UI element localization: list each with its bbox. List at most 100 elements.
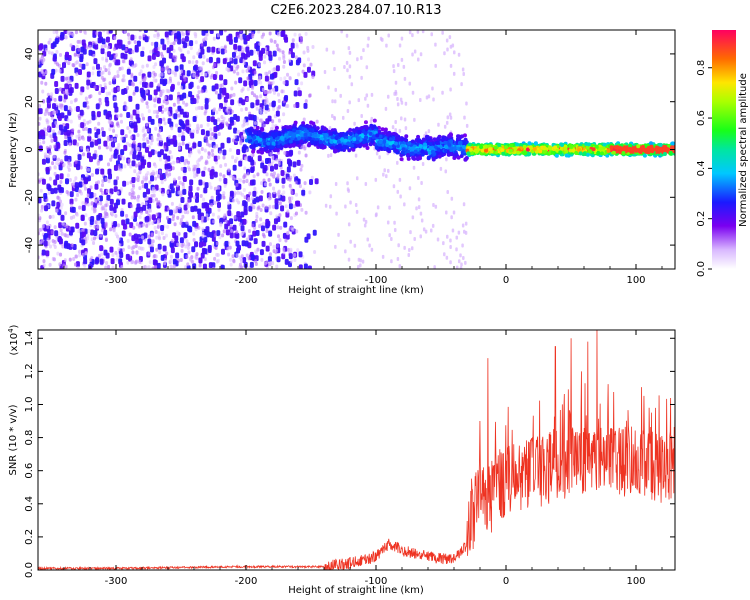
spectrogram-cell (189, 191, 194, 198)
spectrogram-cell (420, 149, 425, 154)
spectrogram-cell (220, 248, 225, 255)
spectrogram-cell (156, 35, 160, 40)
spectrogram-cell (74, 254, 78, 259)
spectrogram-cell (274, 198, 279, 205)
spectrogram-cell (158, 44, 162, 49)
spectrogram-cell (442, 241, 445, 246)
spectrogram-cell (68, 257, 72, 262)
spectrogram-cell (351, 128, 356, 133)
spectrogram-cell (251, 223, 255, 228)
spectrogram-cell (211, 266, 215, 269)
spectrogram-cell (136, 154, 141, 161)
spectrogram-cell (55, 208, 59, 213)
spectrogram-cell (160, 254, 165, 261)
spectrogram-cell (264, 75, 269, 82)
spectrogram-cell (220, 48, 225, 55)
spectrogram-cell (313, 133, 318, 138)
spectrogram-cell (84, 126, 88, 131)
spectrogram-cell (185, 143, 190, 150)
spectrogram-cell (449, 87, 452, 92)
spectrogram-cell (247, 66, 251, 71)
spectrogram-cell (205, 226, 210, 233)
spectrogram-cell (311, 75, 315, 80)
spectrogram-cell (84, 201, 88, 206)
spectrogram-cell (53, 179, 58, 186)
spectrogram-cell (297, 136, 302, 141)
spectrogram-cell (122, 78, 126, 83)
spectrogram-cell (165, 215, 169, 220)
spectrogram-cell (144, 146, 149, 153)
spectrogram-cell (140, 90, 145, 97)
spectrogram-cell (154, 150, 158, 155)
spectrogram-cell (360, 113, 363, 118)
spectrogram-cell (300, 132, 305, 137)
spectrogram-cell (318, 140, 323, 145)
spectrogram-cell (53, 97, 57, 102)
spectrogram-cell (397, 243, 400, 248)
spectrogram-cell (220, 142, 225, 149)
spectrogram-cell (297, 150, 301, 155)
spectrogram-cell (145, 101, 149, 106)
spectrogram-cell (338, 133, 343, 138)
spectrogram-cell (95, 63, 100, 70)
spectrogram-cell (162, 117, 166, 122)
spectrogram-cell (254, 140, 259, 145)
spectrogram-cell (177, 32, 182, 39)
spectrogram-cell (188, 153, 192, 158)
spectrogram-cell (272, 106, 276, 111)
spectrogram-cell (268, 193, 272, 198)
spectrogram-cell (308, 190, 312, 195)
spectrogram-cell (227, 167, 231, 172)
spectrogram-cell (276, 243, 280, 248)
spectrogram-cell (192, 129, 196, 134)
spectrogram-cell (219, 83, 223, 88)
spectrogram-cell (172, 177, 176, 182)
spectrogram-cell (86, 85, 90, 90)
spectrogram-cell (419, 52, 423, 57)
spectrogram-cell (185, 242, 189, 247)
spectrogram-cell (348, 74, 352, 79)
spectrogram-cell (347, 188, 350, 193)
spectrogram-cell (223, 183, 227, 188)
spectrogram-cell (434, 63, 437, 68)
spectrogram-cell (426, 136, 431, 141)
spectrogram-cell (160, 224, 165, 231)
spectrogram-cell (465, 123, 469, 128)
spectrogram-cell (43, 127, 47, 132)
spectrogram-cell (153, 89, 158, 96)
spectrogram-cell (166, 40, 170, 45)
spectrogram-cell (105, 91, 109, 96)
spectrogram-cell (364, 135, 369, 140)
spectrogram-cell (116, 176, 120, 181)
spectrogram-cell (252, 174, 256, 179)
spectrogram-cell (137, 245, 141, 250)
spectrogram-cell (181, 32, 185, 37)
spectrogram-cell (231, 175, 235, 180)
spectrogram-cell (121, 44, 126, 51)
spectrogram-cell (277, 234, 281, 239)
spectrogram-cell (203, 148, 207, 153)
spectrogram-cell (394, 80, 398, 85)
spectrogram-cell (235, 115, 240, 122)
spectrogram-cell (349, 200, 352, 205)
spectrogram-cell (81, 230, 86, 237)
spectrogram-cell (413, 149, 418, 154)
spectrogram-cell (231, 51, 236, 58)
spectrogram-cell (50, 230, 54, 235)
spectrogram-cell (63, 233, 67, 238)
spectrogram-cell (303, 132, 308, 137)
spectrogram-cell (222, 229, 226, 234)
spectrogram-cell (310, 139, 315, 144)
spectrogram-cell (108, 127, 112, 132)
spectrogram-cell (96, 70, 101, 77)
spectrogram-cell (365, 145, 370, 150)
spectrogram-cell (399, 194, 402, 199)
spectrogram-cell (271, 204, 275, 209)
spectrogram-cell (77, 229, 81, 234)
spectrogram-cell (332, 50, 335, 55)
spectrogram-cell (267, 80, 271, 85)
spectrogram-cell (38, 108, 43, 115)
spectrogram-cell (390, 259, 393, 264)
spectrogram-cell (42, 259, 46, 264)
spectrogram-cell (284, 36, 289, 43)
